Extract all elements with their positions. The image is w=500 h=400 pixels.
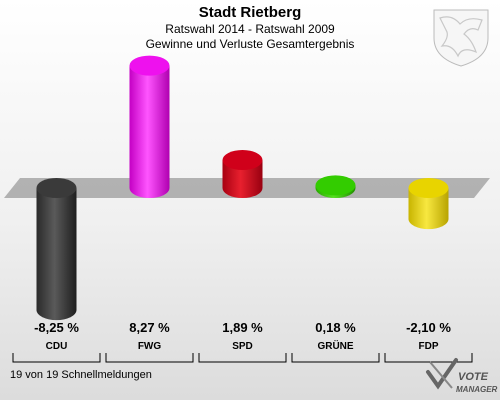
bar-bottom-cap — [129, 178, 170, 198]
category-label: CDU — [46, 341, 68, 352]
bar-fdp — [408, 178, 449, 230]
value-label: 8,27 % — [129, 320, 170, 335]
bar-top-cap — [315, 175, 356, 196]
category-label: SPD — [232, 341, 253, 352]
chart-title: Stadt Rietberg — [199, 4, 302, 21]
bar-bottom-cap — [222, 178, 263, 198]
vote-manager-logo: VOTE MANAGER — [426, 358, 498, 394]
bar-top-cap — [408, 178, 449, 198]
value-label: -8,25 % — [34, 320, 79, 335]
coat-of-arms-icon — [433, 9, 489, 67]
check-mark-icon — [426, 358, 458, 390]
category-label: GRÜNE — [317, 339, 353, 352]
value-label: -2,10 % — [406, 320, 451, 335]
category-bracket — [198, 353, 287, 363]
bar-bottom-cap — [36, 300, 77, 321]
bar-body — [129, 65, 170, 188]
bar-bottom-cap — [408, 209, 449, 230]
bar-body — [36, 188, 77, 311]
bar-top-cap — [129, 55, 170, 76]
labels-group: -8,25 % CDU 8,27 % FWG 1,89 % SPD 0,18 % GRÜNE -… — [12, 320, 473, 363]
chart-subtitle-1: Ratswahl 2014 - Ratswahl 2009 — [165, 22, 335, 36]
bar-top-cap — [36, 178, 77, 198]
chart-subtitle-2: Gewinne und Verluste Gesamtergebnis — [146, 37, 355, 51]
bars-group — [36, 55, 449, 321]
bar-top-cap — [222, 150, 263, 171]
category-bracket — [291, 353, 380, 363]
category-bracket — [384, 353, 473, 363]
category-label: FDP — [419, 341, 439, 352]
bar-fwg — [129, 55, 170, 198]
category-bracket — [105, 353, 194, 363]
value-label: 1,89 % — [222, 320, 263, 335]
category-label: FWG — [138, 341, 162, 352]
bar-spd — [222, 150, 263, 198]
footer-note: 19 von 19 Schnellmeldungen — [10, 369, 152, 381]
logo-line-2: MANAGER — [456, 385, 498, 394]
logo-line-1: VOTE — [458, 371, 489, 383]
category-bracket — [12, 353, 101, 363]
value-label: 0,18 % — [315, 320, 356, 335]
bar-cdu — [36, 178, 77, 321]
bar-grüne — [315, 175, 356, 198]
